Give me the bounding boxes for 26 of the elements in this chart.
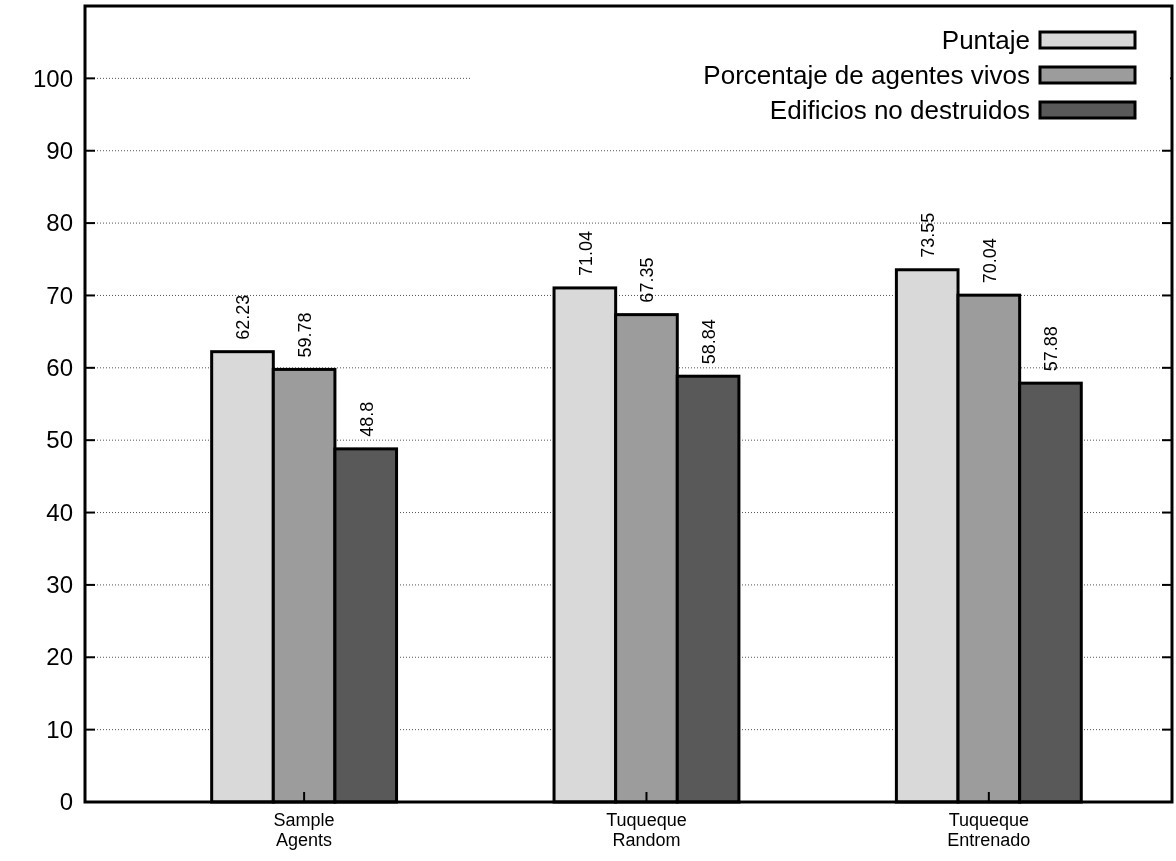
y-tick-label: 50	[46, 426, 73, 454]
x-tick-label: Sample Agents	[273, 810, 335, 850]
y-tick-label: 30	[46, 571, 73, 599]
legend-label: Edificios no destruidos	[769, 95, 1030, 125]
x-tick-label: Tuqueque Entrenado	[947, 810, 1031, 850]
data-label: 48.8	[356, 401, 377, 437]
data-label: 62.23	[233, 294, 254, 340]
data-label: 59.78	[295, 312, 316, 358]
legend-label: Puntaje	[941, 25, 1030, 55]
data-label: 71.04	[575, 230, 596, 276]
y-tick-label: 60	[46, 354, 73, 381]
y-tick-label: 0	[59, 788, 73, 816]
x-tick-label: Tuqueque Random	[606, 810, 687, 850]
data-label: 58.84	[699, 319, 720, 365]
y-tick-label: 20	[46, 643, 73, 671]
y-tick-label: 80	[46, 209, 73, 237]
data-label: 57.88	[1041, 326, 1062, 372]
y-tick-label: 70	[46, 281, 73, 309]
y-tick-label: 40	[46, 498, 73, 526]
legend-label: Porcentaje de agentes vivos	[703, 60, 1030, 90]
y-tick-label: 90	[46, 136, 73, 164]
y-tick-label: 10	[46, 715, 73, 743]
data-label: 70.04	[979, 238, 1000, 284]
data-label: 73.55	[918, 212, 939, 258]
y-tick-label: 100	[32, 64, 73, 92]
data-label: 67.35	[637, 257, 658, 303]
